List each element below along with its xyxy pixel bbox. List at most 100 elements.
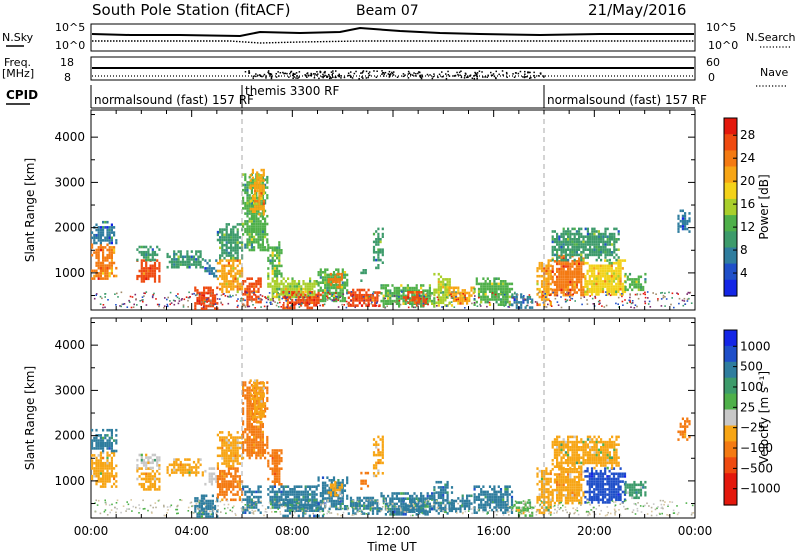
- colorbar-tick-label: 8: [740, 243, 748, 257]
- power-region: [91, 220, 118, 245]
- velocity-near-range-scatter: [94, 499, 695, 517]
- velocity-region: [267, 449, 283, 486]
- nave-label: Nave: [760, 66, 788, 79]
- power-region: [242, 277, 262, 306]
- colorbar-frame: [723, 329, 738, 506]
- cpid-segment-label: normalsound (fast) 157 RF: [94, 93, 254, 107]
- colorbar-swatch: [724, 182, 737, 200]
- x-tick-label: 20:00: [577, 524, 612, 538]
- velocity-region: [249, 379, 265, 424]
- colorbar-tick-label: −25: [740, 421, 765, 435]
- colorbar-swatch: [724, 279, 737, 297]
- y-tick-label: 1000: [54, 474, 85, 488]
- x-tick-label: 08:00: [275, 524, 310, 538]
- colorbar-swatch: [724, 330, 737, 347]
- power-region: [624, 272, 647, 292]
- y-tick-label: 2000: [54, 429, 85, 443]
- x-tick-label: 16:00: [476, 524, 511, 538]
- velocity-region: [551, 462, 585, 505]
- colorbar-tick-label: −1000: [740, 482, 781, 496]
- power-panel: 1000 2000 3000 4000 Slant Range [km]: [23, 109, 696, 311]
- date-label: 21/May/2016: [588, 1, 686, 19]
- colorbar-tick-label: 28: [740, 128, 755, 142]
- nsearch-curve: [92, 40, 694, 44]
- cpid-segment-label: themis 3300 RF: [245, 84, 339, 98]
- power-region: [511, 293, 534, 309]
- nsearch-label: N.Search: [746, 31, 796, 44]
- velocity-region: [433, 480, 454, 515]
- colorbar-swatch: [724, 425, 737, 442]
- nsky-label: N.Sky: [2, 31, 34, 44]
- freq-tick-top: 18: [60, 56, 74, 69]
- y-axis-label: Slant Range [km]: [23, 158, 37, 262]
- velocity-region: [624, 480, 647, 500]
- colorbar-swatch: [724, 118, 737, 135]
- colorbar-swatch: [724, 134, 737, 151]
- colorbar-tick-label: 16: [740, 197, 755, 211]
- velocity-region: [551, 435, 620, 470]
- power-region: [267, 241, 283, 278]
- power-region: [584, 259, 627, 296]
- x-tick-label: 04:00: [174, 524, 209, 538]
- freq-label-line1: Freq.: [4, 56, 31, 69]
- freq-strip-frame: [90, 56, 696, 81]
- velocity-region: [136, 453, 161, 470]
- colorbar-swatch: [724, 489, 737, 506]
- colorbar-tick-label: 4: [740, 266, 748, 280]
- colorbar-swatch: [724, 231, 737, 249]
- colorbar-swatch: [724, 441, 737, 458]
- power-region: [372, 227, 384, 270]
- x-tick-label: 00:00: [678, 524, 713, 538]
- colorbar-swatch: [724, 166, 737, 184]
- colorbar-tick-label: 20: [740, 174, 755, 188]
- power-region: [249, 168, 265, 216]
- nave-series: [244, 70, 545, 80]
- power-region: [473, 277, 514, 306]
- colorbar-swatch: [724, 473, 737, 490]
- nave-tick-bottom: 0: [708, 71, 715, 84]
- velocity-region: [166, 458, 204, 477]
- power-region: [204, 259, 218, 278]
- colorbar-swatch: [724, 198, 737, 216]
- colorbar-tick-label: 1000: [740, 339, 771, 353]
- station-title: South Pole Station (fitACF): [92, 1, 290, 19]
- cpid-segment-label: normalsound (fast) 157 RF: [547, 93, 707, 107]
- velocity-colorbar: 1000 500 100 25 −25 −100 −500 −1000 Velocity [m …: [723, 329, 781, 506]
- cpid-label: CPID: [6, 88, 38, 102]
- power-near-range-scatter: [93, 291, 693, 309]
- x-tick-label: 12:00: [376, 524, 411, 538]
- colorbar-label: Power [dB]: [757, 174, 771, 239]
- y-tick-label: 4000: [54, 130, 85, 144]
- nsearch-tick-bottom: 10^0: [708, 39, 738, 52]
- y-tick-label: 3000: [54, 175, 85, 189]
- colorbar-swatch: [724, 263, 737, 281]
- power-region: [327, 272, 343, 289]
- velocity-region: [372, 435, 384, 478]
- colorbar-swatch: [724, 247, 737, 265]
- colorbar-tick-label: 25: [740, 400, 755, 414]
- colorbar-swatch: [724, 409, 737, 426]
- power-region: [136, 245, 161, 262]
- nsky-strip-frame: [90, 23, 696, 52]
- power-region: [166, 250, 204, 269]
- colorbar-tick-label: −500: [740, 461, 773, 475]
- power-region: [216, 259, 244, 294]
- velocity-region: [91, 428, 118, 453]
- power-region: [551, 227, 620, 262]
- colorbar-tick-label: 500: [740, 360, 763, 374]
- y-tick-label: 2000: [54, 221, 85, 235]
- y-tick-label: 1000: [54, 266, 85, 280]
- power-colorbar: 4 8 12 16 20 24 28 Power [dB]: [723, 117, 771, 297]
- velocity-region: [677, 417, 691, 441]
- colorbar-swatch: [724, 377, 737, 395]
- nave-tick-top: 60: [706, 56, 720, 69]
- colorbar-tick-label: −100: [740, 441, 773, 455]
- velocity-region: [448, 494, 473, 513]
- colorbar-tick-label: 12: [740, 220, 755, 234]
- colorbar-swatch: [724, 457, 737, 474]
- velocity-region: [216, 467, 244, 502]
- x-tick-label: 00:00: [74, 524, 109, 538]
